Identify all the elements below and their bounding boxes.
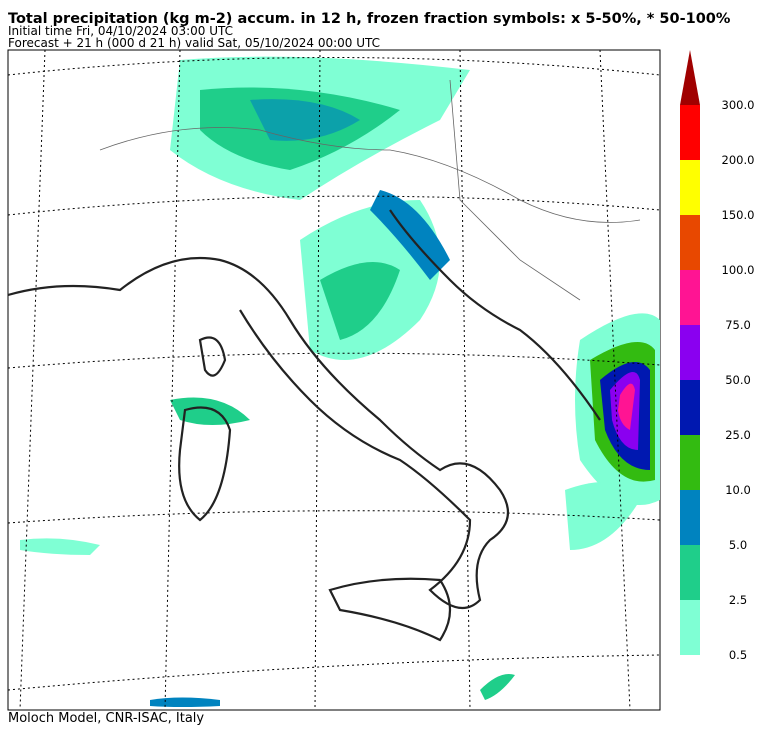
colorbar-segment [680,160,700,215]
colorbar-label: 300.0 [722,98,755,112]
coastlines [8,209,601,642]
forecast-time: Forecast + 21 h (000 d 21 h) valid Sat, … [8,36,380,50]
colorbar-label: 150.0 [722,208,755,222]
colorbar-label: 5.0 [729,538,747,552]
footer: Moloch Model, CNR-ISAC, Italy [8,711,204,726]
initial-time: Initial time Fri, 04/10/2024 03:00 UTC [8,24,233,38]
colorbar-segment [680,600,700,655]
colorbar-label: 25.0 [725,428,751,442]
colorbar-label: 75.0 [725,318,751,332]
colorbar-label: 0.5 [729,648,747,662]
colorbar-segment [680,490,700,545]
colorbar-segment [680,435,700,490]
borders [99,79,641,301]
colorbar-segment [680,545,700,600]
colorbar-segment [680,270,700,325]
colorbar-label: 200.0 [722,153,755,167]
colorbar-segment [680,380,700,435]
colorbar-segment [680,325,700,380]
colorbar-label: 10.0 [725,483,751,497]
colorbar-arrow [680,50,700,105]
map [7,49,661,711]
colorbar: 0.5 2.5 5.0 10.0 25.0 50.0 75.0 100.0 150.0 200.0… [680,50,754,662]
colorbar-label: 100.0 [722,263,755,277]
title: Total precipitation (kg m-2) accum. in 1… [8,11,731,27]
precip-areas [20,56,660,707]
colorbar-label: 50.0 [725,373,751,387]
colorbar-segment [680,105,700,160]
colorbar-label: 2.5 [729,593,747,607]
graticule [8,50,660,710]
colorbar-segment [680,215,700,270]
